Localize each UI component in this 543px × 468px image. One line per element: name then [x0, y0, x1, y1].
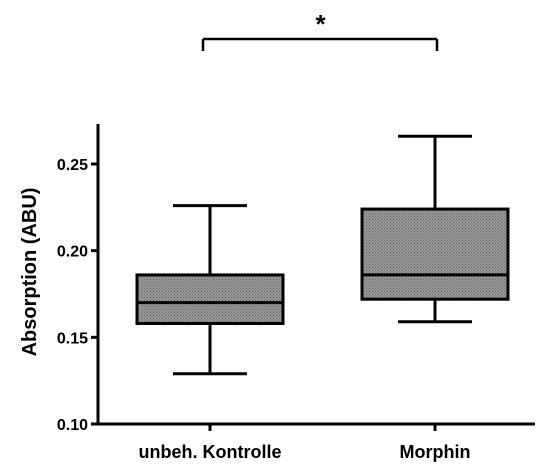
y-tick-label: 0.10 — [57, 417, 88, 434]
box-plot-group — [135, 204, 285, 376]
boxes — [135, 134, 510, 376]
significance-annotation: * — [201, 9, 439, 51]
iqr-box — [360, 207, 510, 301]
box-plot-group — [360, 134, 510, 324]
y-tick-label: 0.25 — [57, 157, 88, 174]
x-tick-label: unbeh. Kontrolle — [139, 442, 282, 462]
y-tick-label: 0.15 — [57, 330, 88, 347]
y-axis-label: Absorption (ABU) — [19, 188, 41, 357]
iqr-box — [135, 273, 285, 325]
x-tick-label: Morphin — [400, 442, 471, 462]
significance-star: * — [315, 9, 326, 39]
axes: 0.10 0.15 0.20 0.25 unbeh. Kontrolle Morphin — [57, 124, 535, 462]
y-tick-label: 0.20 — [57, 244, 88, 261]
